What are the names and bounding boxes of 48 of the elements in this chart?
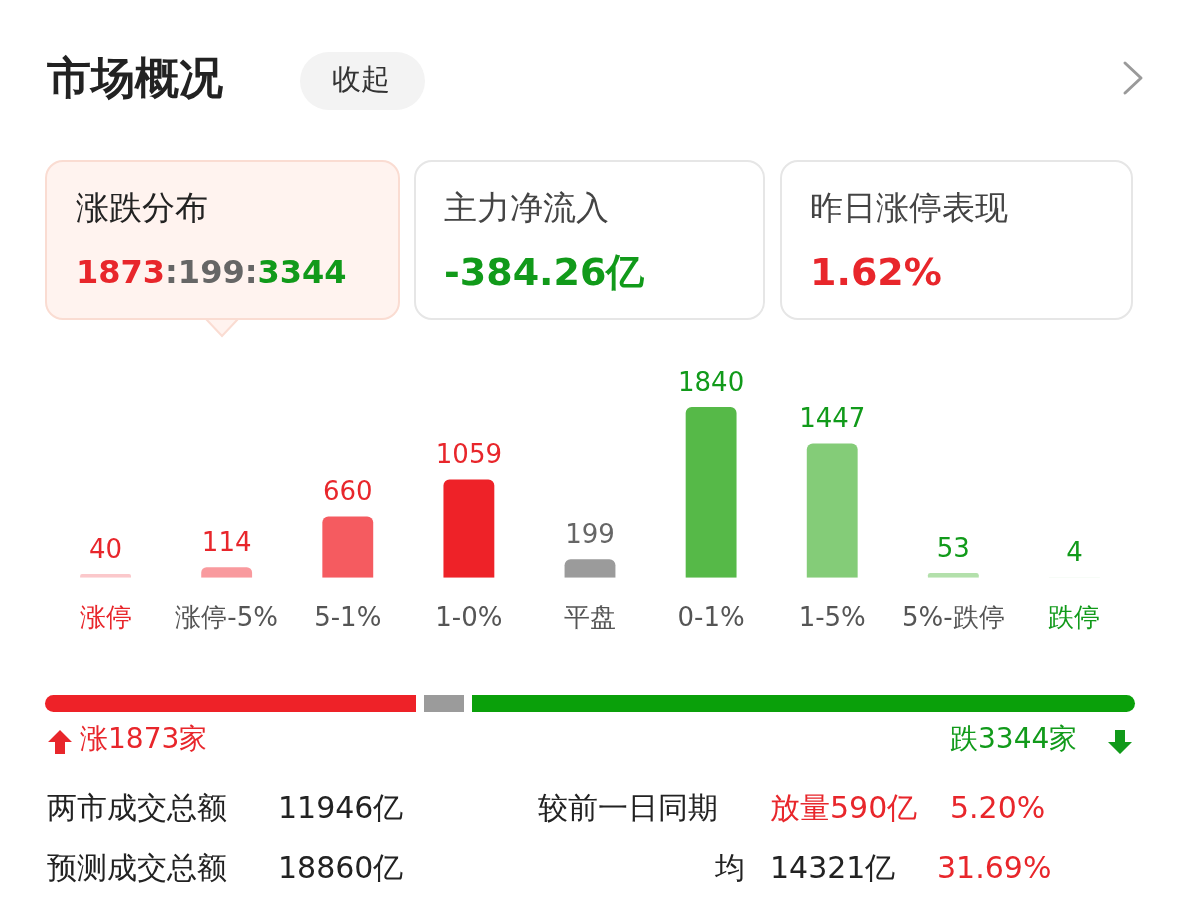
x-tick-label: 5%-跌停 xyxy=(902,602,1005,633)
x-tick-label: 跌停 xyxy=(1048,602,1101,633)
text: 1.62% xyxy=(810,250,942,296)
data-label: 1059 xyxy=(435,439,502,470)
x-tick-label: 1-5% xyxy=(798,602,866,633)
text: 14321亿 xyxy=(770,850,896,886)
text: 199 xyxy=(177,253,245,292)
text: 11946亿 xyxy=(278,790,404,826)
x-tick-label: 0-1% xyxy=(677,602,745,633)
x-tick-label: 平盘 xyxy=(564,602,616,633)
text: 涨跌分布 xyxy=(76,188,208,228)
data-label: 114 xyxy=(201,526,252,557)
text: 预测成交总额 xyxy=(47,850,227,886)
text: 跌3344家 xyxy=(950,722,1078,756)
text: 1873 xyxy=(76,253,166,292)
text: 主力净流入 xyxy=(444,188,609,228)
text: : xyxy=(165,253,178,292)
text: 涨1873家 xyxy=(80,722,208,756)
bar xyxy=(443,479,495,578)
data-label: 53 xyxy=(936,532,970,563)
text: 昨日涨停表现 xyxy=(810,188,1008,228)
text: 3344 xyxy=(257,253,347,292)
text: 18860亿 xyxy=(278,850,404,886)
x-tick-label: 5-1% xyxy=(314,602,382,633)
data-label: 4 xyxy=(1066,537,1083,568)
x-tick-label: 涨停 xyxy=(79,602,132,633)
text: 31.69% xyxy=(937,850,1052,886)
x-tick-label: 涨停-5% xyxy=(175,602,278,633)
bar xyxy=(564,559,616,578)
text: 较前一日同期 xyxy=(538,790,718,826)
text: 两市成交总额 xyxy=(47,790,227,826)
bar xyxy=(322,516,374,578)
text: -384.26亿 xyxy=(444,250,645,296)
data-label: 660 xyxy=(322,476,373,507)
text: 5.20% xyxy=(950,790,1046,826)
bar xyxy=(685,407,737,578)
bar xyxy=(201,567,253,578)
data-label: 199 xyxy=(565,519,615,550)
data-label: 40 xyxy=(89,533,123,564)
text: 收起 xyxy=(332,62,390,97)
text: : xyxy=(244,253,258,292)
text: 放量590亿 xyxy=(770,790,918,826)
bar xyxy=(806,443,858,578)
x-tick-label: 1-0% xyxy=(435,602,503,633)
text: 均 xyxy=(715,850,745,886)
data-label: 1447 xyxy=(799,403,866,434)
data-label: 1840 xyxy=(678,366,745,397)
chart-title: 市场概况 xyxy=(47,52,223,105)
